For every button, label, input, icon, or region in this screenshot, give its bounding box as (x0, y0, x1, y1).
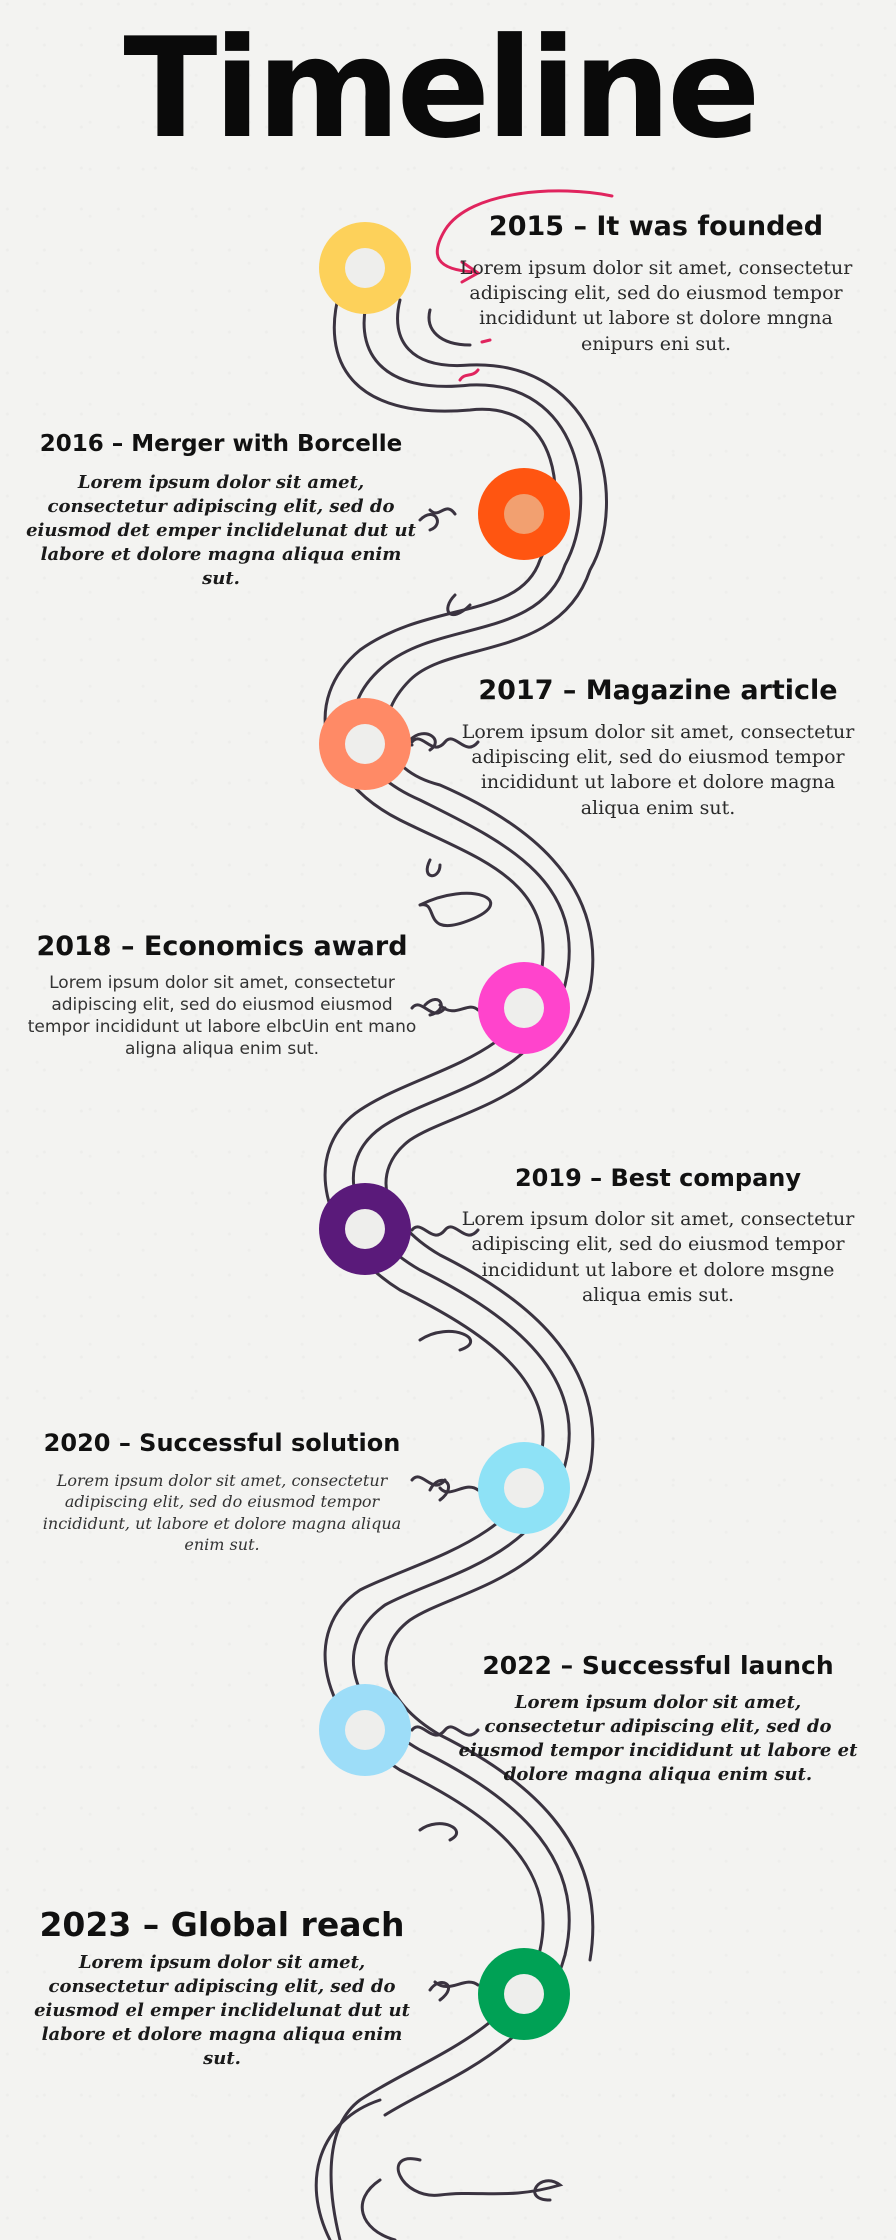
event-body: Lorem ipsum dolor sit amet, consectetur … (458, 1692, 858, 1786)
arrow-icon (435, 189, 614, 382)
event-2016: 2016 – Merger with Borcelle Lorem ipsum … (21, 430, 421, 590)
event-body: Lorem ipsum dolor sit amet, consectetur … (459, 256, 853, 355)
timeline-dot-2015 (319, 222, 411, 314)
event-heading: 2016 – Merger with Borcelle (39, 431, 403, 457)
event-heading: 2023 – Global reach (39, 1905, 405, 1944)
timeline-dot-2017 (319, 698, 411, 790)
event-body: Lorem ipsum dolor sit amet, consectetur … (461, 720, 855, 819)
timeline-dot-2020 (478, 1442, 570, 1534)
event-2022: 2022 – Successful launch Lorem ipsum dol… (458, 1650, 858, 1787)
event-2018: 2018 – Economics award Lorem ipsum dolor… (22, 930, 422, 1060)
timeline-dot-2022 (319, 1684, 411, 1776)
event-heading: 2015 – It was founded (488, 211, 824, 242)
page-title: Timeline (123, 8, 760, 169)
event-2019: 2019 – Best company Lorem ipsum dolor si… (458, 1163, 858, 1308)
timeline-dot-2016 (478, 468, 570, 560)
event-body: Lorem ipsum dolor sit amet, consectetur … (26, 471, 416, 589)
event-heading: 2020 – Successful solution (43, 1429, 401, 1457)
event-2020: 2020 – Successful solution Lorem ipsum d… (22, 1428, 422, 1555)
timeline-dot-2018 (478, 962, 570, 1054)
event-heading: 2017 – Magazine article (478, 675, 838, 706)
event-body: Lorem ipsum dolor sit amet, consectetur … (461, 1208, 855, 1306)
event-body: Lorem ipsum dolor sit amet, consectetur … (34, 1952, 410, 2069)
event-body: Lorem ipsum dolor sit amet, consectetur … (27, 972, 417, 1060)
event-heading: 2022 – Successful launch (482, 1651, 834, 1680)
event-heading: 2019 – Best company (514, 1164, 802, 1192)
event-heading: 2018 – Economics award (36, 931, 408, 962)
timeline-dot-2019 (319, 1183, 411, 1275)
event-2015: 2015 – It was founded Lorem ipsum dolor … (456, 210, 856, 357)
timeline-dot-2023 (478, 1948, 570, 2040)
event-2017: 2017 – Magazine article Lorem ipsum dolo… (458, 674, 858, 821)
event-body: Lorem ipsum dolor sit amet, consectetur … (42, 1471, 402, 1554)
event-2023: 2023 – Global reach Lorem ipsum dolor si… (22, 1904, 422, 2071)
